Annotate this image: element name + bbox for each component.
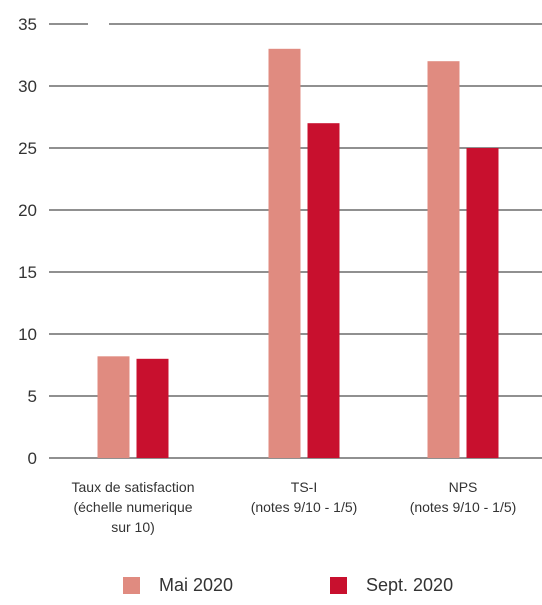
category-label: NPS (notes 9/10 - 1/5) (410, 479, 517, 515)
category-label-line: sur 10) (111, 519, 155, 535)
legend: Mai 2020 Sept. 2020 (0, 575, 542, 605)
legend-item-sept-2020: Sept. 2020 (330, 575, 453, 596)
y-tick-label: 20 (18, 201, 37, 220)
category-label-line: (notes 9/10 - 1/5) (251, 499, 358, 515)
y-tick-label: 10 (18, 325, 37, 344)
y-tick-label: 30 (18, 77, 37, 96)
category-label: Taux de satisfaction (échelle numerique su… (72, 479, 195, 535)
bar-mai-2020-2 (427, 61, 460, 458)
bar-sept-2020-1 (307, 123, 340, 458)
category-label-line: NPS (449, 479, 478, 495)
legend-label-mai-2020: Mai 2020 (159, 575, 234, 595)
bar-sept-2020-2 (466, 148, 499, 458)
bar-mai-2020-1 (268, 48, 301, 459)
y-tick-label: 0 (28, 449, 37, 468)
legend-label-sept-2020: Sept. 2020 (366, 575, 454, 595)
y-tick-label: 15 (18, 263, 37, 282)
bar-mai-2020-0 (97, 356, 130, 458)
category-labels: Taux de satisfaction (échelle numerique su… (72, 479, 517, 535)
legend-swatch-mai-2020 (123, 577, 140, 594)
legend-item-mai-2020: Mai 2020 (123, 575, 233, 596)
y-tick-label: 35 (18, 15, 37, 34)
y-tick-label: 25 (18, 139, 37, 158)
category-label-line: Taux de satisfaction (72, 479, 195, 495)
y-axis-ticks: 0 5 10 15 20 25 30 35 (18, 15, 37, 468)
category-label-line: (notes 9/10 - 1/5) (410, 499, 517, 515)
category-label-line: (échelle numerique (73, 499, 192, 515)
y-tick-label: 5 (28, 387, 37, 406)
category-label: TS-I (notes 9/10 - 1/5) (251, 479, 358, 515)
bars (97, 48, 499, 459)
category-label-line: TS-I (291, 479, 317, 495)
bar-sept-2020-0 (136, 358, 169, 458)
legend-swatch-sept-2020 (330, 577, 347, 594)
